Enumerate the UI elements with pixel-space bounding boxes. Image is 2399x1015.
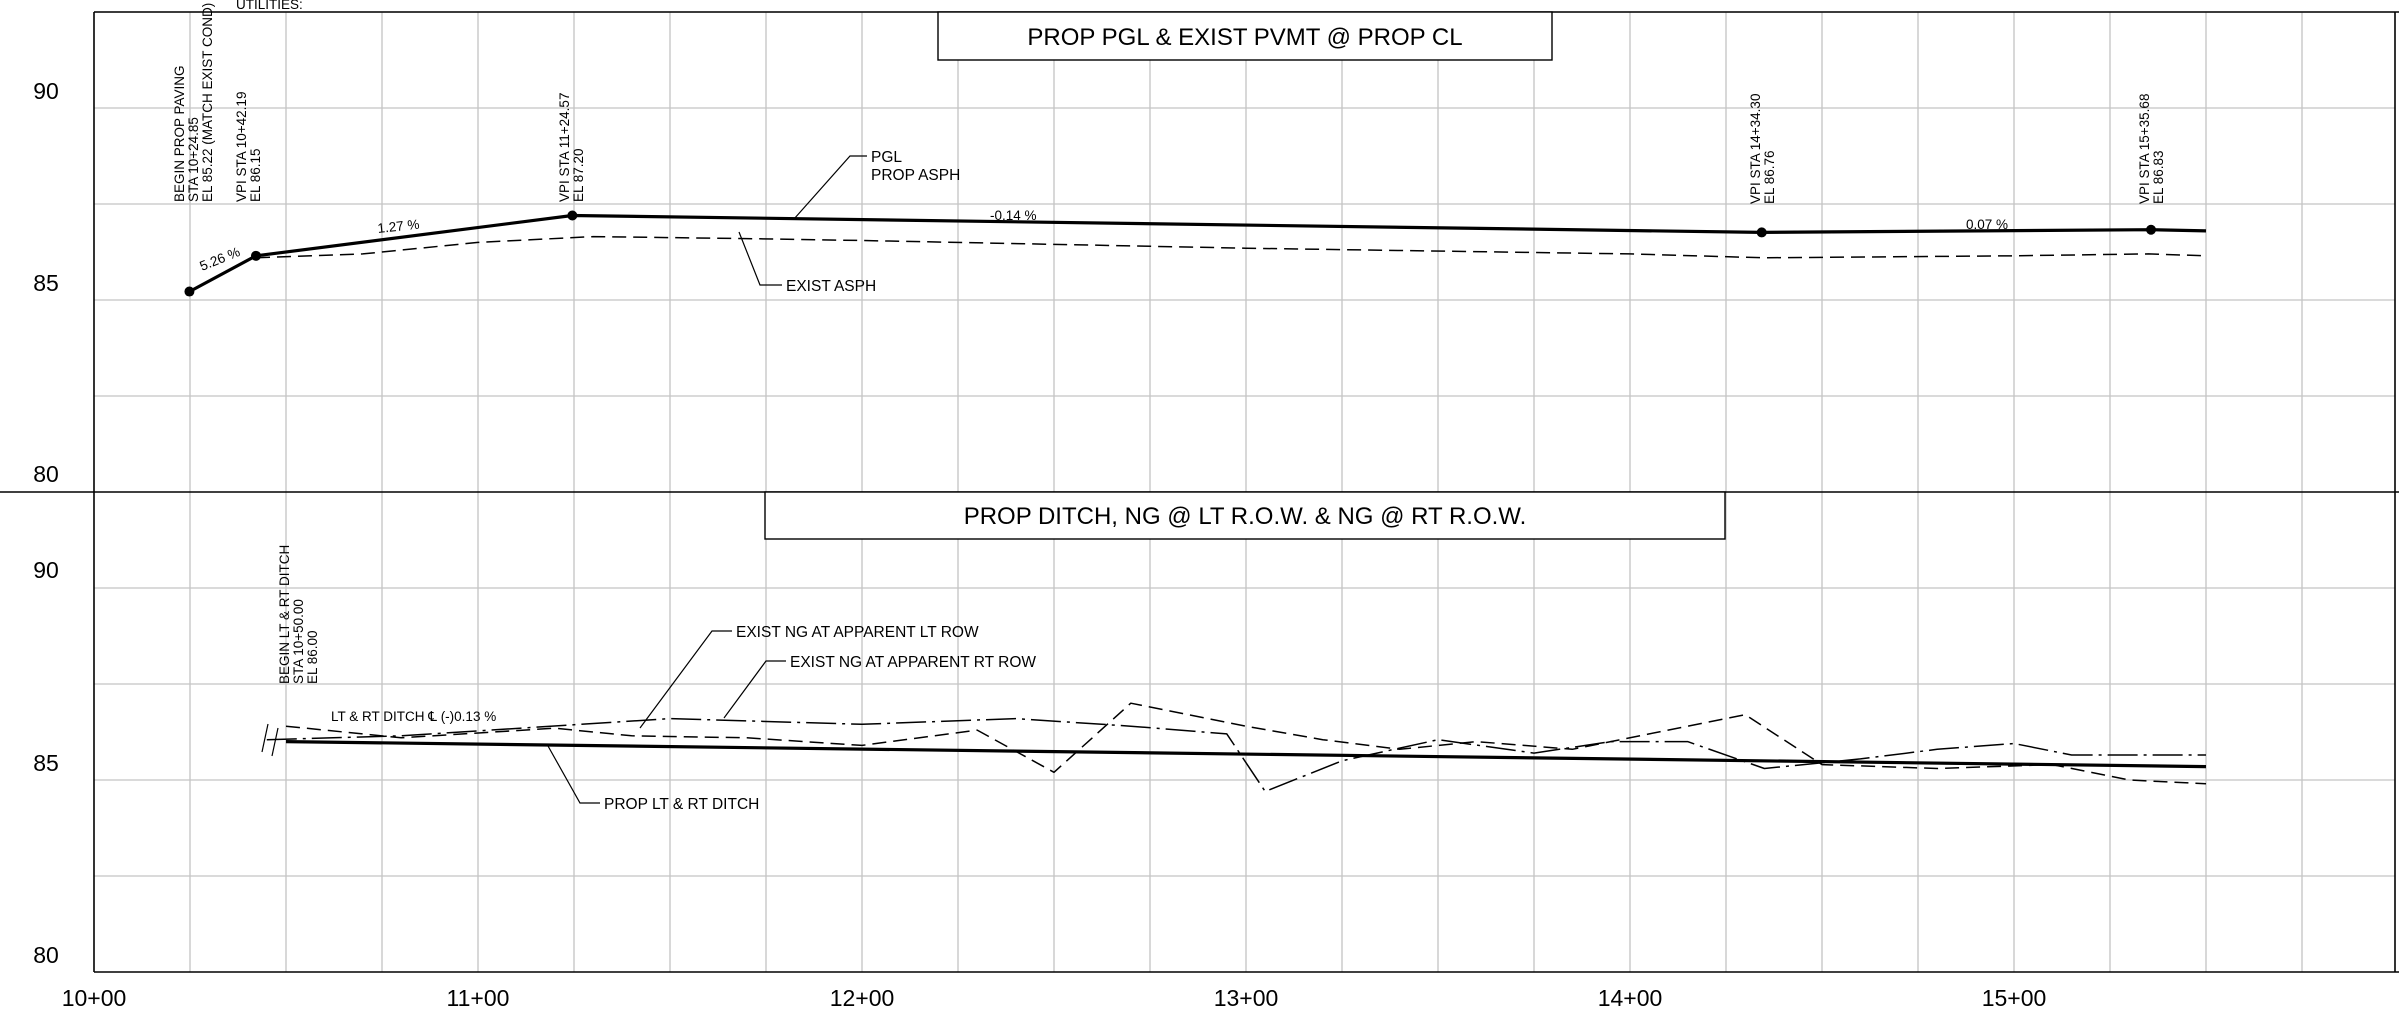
bottom-series-prop-lt-rt-ditch-line: [285, 740, 2207, 769]
ditch-start-break-mark: [261, 723, 279, 757]
x-tick-12-00: 12+00: [830, 985, 895, 1011]
x-tick-14-00: 14+00: [1598, 985, 1663, 1011]
top-panel-title: PROP PGL & EXIST PVMT @ PROP CL: [1027, 24, 1462, 51]
grade-label-2: 1.27 %: [377, 217, 420, 236]
bottom-y-tick-85: 85: [33, 750, 59, 776]
vpi-15-35-line-1: VPI STA 15+35.68: [2137, 94, 2152, 204]
top-series-exist-asph-line: [255, 235, 2207, 259]
pgl-leader: [793, 155, 867, 220]
vpi-begin-line-3: EL 85.22 (MATCH EXIST COND): [200, 3, 215, 202]
bottom-y-tick-90: 90: [33, 557, 59, 583]
top-y-tick-80: 80: [33, 461, 59, 487]
vpi-point: [251, 250, 262, 261]
lt-row-callout: EXIST NG AT APPARENT LT ROW: [736, 624, 979, 641]
vpi-label-11-24: VPI STA 11+24.57 EL 87.20: [557, 93, 586, 202]
begin-ditch-line-2: STA 10+50.00: [291, 599, 306, 684]
vpi-15-35-line-2: EL 86.83: [2151, 150, 2166, 204]
bottom-panel-title: PROP DITCH, NG @ LT R.O.W. & NG @ RT R.O…: [964, 503, 1527, 530]
exist-asph-leader: [738, 231, 782, 286]
series-layer: [184, 210, 2207, 793]
begin-ditch-line-1: BEGIN LT & RT DITCH: [277, 545, 292, 684]
ditch-leader: [547, 745, 600, 804]
rt-row-callout: EXIST NG AT APPARENT RT ROW: [790, 654, 1036, 671]
vpi-label-14-34: VPI STA 14+34.30 EL 86.76: [1748, 94, 1777, 204]
top-panel-title-box: [937, 11, 1553, 61]
vpi-point: [184, 286, 195, 297]
bottom-panel-title-box: [764, 491, 1726, 540]
vpi-11-24-line-2: EL 87.20: [571, 148, 586, 202]
top-series-pgl-prop-asph-line: [188, 213, 2207, 294]
grade-label-1: 5.26 %: [198, 244, 243, 274]
pgl-callout-line-2: PROP ASPH: [871, 167, 960, 184]
pgl-callout-line-1: PGL: [871, 149, 902, 166]
vpi-14-34-line-1: VPI STA 14+34.30: [1748, 94, 1763, 204]
vpi-label-10-42: VPI STA 10+42.19 EL 86.15: [234, 92, 263, 202]
ditch-callout: PROP LT & RT DITCH: [604, 796, 759, 813]
begin-ditch-label: BEGIN LT & RT DITCH STA 10+50.00 EL 86.0…: [277, 545, 320, 684]
x-tick-13-00: 13+00: [1214, 985, 1279, 1011]
vpi-label-begin: BEGIN PROP PAVING STA 10+24.85 EL 85.22 …: [172, 3, 215, 202]
vpi-begin-line-1: BEGIN PROP PAVING: [172, 65, 187, 202]
x-tick-15-00: 15+00: [1982, 985, 2047, 1011]
x-tick-11-00: 11+00: [447, 985, 510, 1011]
grade-label-4: 0.07 %: [1966, 217, 2008, 232]
vpi-point: [1756, 227, 1767, 238]
ditch-grade-label: LT & RT DITCH ℄ (-)0.13 %: [331, 709, 496, 724]
bottom-y-tick-80: 80: [33, 942, 59, 968]
bottom-series-exist-ng-at-apparent-lt-row-line: [266, 717, 2206, 793]
x-tick-10-00: 10+00: [62, 985, 127, 1011]
vpi-point: [567, 210, 578, 221]
top-y-tick-85: 85: [33, 270, 59, 296]
bottom-series-exist-ng-at-apparent-rt-row-line: [285, 702, 2207, 785]
begin-ditch-line-3: EL 86.00: [305, 630, 320, 684]
vpi-begin-line-2: STA 10+24.85: [186, 117, 201, 202]
vpi-11-24-line-1: VPI STA 11+24.57: [557, 93, 572, 202]
grade-label-3: -0.14 %: [990, 208, 1037, 223]
vpi-label-15-35: VPI STA 15+35.68 EL 86.83: [2137, 94, 2166, 204]
vpi-10-42-line-2: EL 86.15: [248, 148, 263, 202]
exist-asph-callout: EXIST ASPH: [786, 278, 876, 295]
vpi-point: [2146, 224, 2157, 235]
rt-row-leader: [723, 660, 786, 719]
lt-row-leader: [639, 630, 732, 729]
vpi-14-34-line-2: EL 86.76: [1762, 150, 1777, 204]
vpi-10-42-line-1: VPI STA 10+42.19: [234, 92, 249, 202]
utility-note: UTILITIES:: [236, 0, 303, 12]
top-y-tick-90: 90: [33, 78, 59, 104]
